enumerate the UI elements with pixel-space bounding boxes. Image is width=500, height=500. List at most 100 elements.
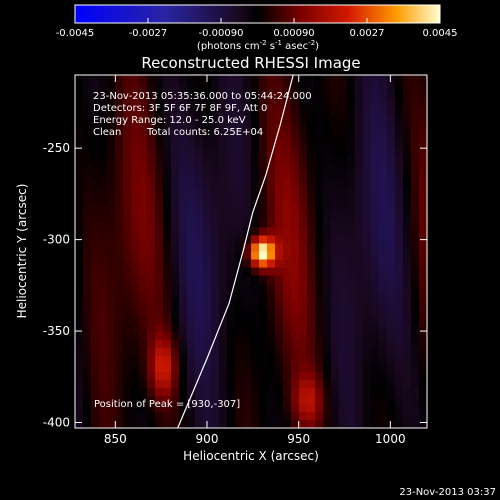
heatmap-cell bbox=[171, 275, 180, 285]
heatmap-cell bbox=[155, 411, 164, 421]
heatmap-cell bbox=[219, 147, 228, 156]
heatmap-cell bbox=[155, 91, 164, 100]
heatmap-cell bbox=[307, 179, 316, 188]
heatmap-cell bbox=[347, 395, 356, 405]
heatmap-cell bbox=[195, 403, 204, 413]
heatmap-cell bbox=[339, 323, 348, 333]
heatmap-cell bbox=[283, 307, 292, 317]
heatmap-cell bbox=[83, 403, 92, 413]
heatmap-cell bbox=[339, 355, 348, 365]
heatmap-cell bbox=[251, 163, 260, 172]
heatmap-cell bbox=[299, 227, 308, 237]
heatmap-cell bbox=[299, 347, 308, 357]
y-tick-label: -350 bbox=[43, 324, 70, 338]
heatmap-cell bbox=[219, 219, 228, 229]
heatmap-cell bbox=[219, 363, 228, 373]
heatmap-cell bbox=[347, 139, 356, 148]
heatmap-cell bbox=[259, 115, 268, 124]
heatmap-cell bbox=[275, 219, 284, 229]
heatmap-cell bbox=[339, 283, 348, 293]
heatmap-cell bbox=[323, 155, 332, 164]
heatmap-cell bbox=[115, 203, 124, 212]
heatmap-cell bbox=[387, 203, 396, 212]
heatmap-cell bbox=[291, 251, 300, 261]
heatmap-cell bbox=[107, 171, 116, 180]
heatmap-cell bbox=[299, 259, 308, 269]
heatmap-cell bbox=[171, 355, 180, 365]
heatmap-cell bbox=[211, 339, 220, 349]
heatmap-cell bbox=[123, 419, 132, 428]
heatmap-cell bbox=[355, 131, 364, 140]
heatmap-cell bbox=[195, 259, 204, 269]
heatmap-cell bbox=[323, 171, 332, 180]
heatmap-cell bbox=[419, 347, 427, 357]
heatmap-cell bbox=[211, 187, 220, 196]
heatmap-cell bbox=[387, 227, 396, 237]
heatmap-cell bbox=[211, 275, 220, 285]
heatmap-cell bbox=[331, 83, 340, 92]
heatmap-cell bbox=[299, 195, 308, 204]
heatmap-cell bbox=[171, 371, 180, 381]
heatmap-cell bbox=[323, 227, 332, 237]
heatmap-cell bbox=[267, 371, 276, 381]
heatmap-cell bbox=[187, 83, 196, 92]
heatmap-cell bbox=[75, 315, 84, 325]
heatmap-cell bbox=[275, 347, 284, 357]
heatmap-cell bbox=[75, 355, 84, 365]
heatmap-cell bbox=[171, 139, 180, 148]
heatmap-cell bbox=[131, 371, 140, 381]
heatmap-cell bbox=[99, 299, 108, 309]
heatmap-cell bbox=[115, 187, 124, 196]
heatmap-cell bbox=[379, 227, 388, 237]
heatmap-cell bbox=[91, 267, 100, 277]
heatmap-cell bbox=[235, 411, 244, 421]
heatmap-cell bbox=[123, 347, 132, 357]
x-tick-label: 1000 bbox=[375, 432, 406, 446]
heatmap-cell bbox=[195, 235, 204, 245]
heatmap-cell bbox=[147, 195, 156, 204]
heatmap-cell bbox=[131, 163, 140, 172]
heatmap-cell bbox=[195, 163, 204, 172]
heatmap-cell bbox=[83, 411, 92, 421]
heatmap-cell bbox=[347, 91, 356, 100]
heatmap-cell bbox=[371, 139, 380, 148]
heatmap-cell bbox=[267, 91, 276, 100]
chart-title: Reconstructed RHESSI Image bbox=[141, 54, 360, 72]
heatmap-cell bbox=[187, 75, 196, 84]
heatmap-cell bbox=[171, 155, 180, 164]
heatmap-cell bbox=[371, 355, 380, 365]
heatmap-cell bbox=[419, 115, 427, 124]
heatmap-cell bbox=[99, 91, 108, 100]
heatmap-cell bbox=[147, 75, 156, 84]
heatmap-cell bbox=[371, 123, 380, 132]
heatmap-cell bbox=[227, 267, 236, 277]
heatmap-cell bbox=[227, 251, 236, 261]
heatmap-cell bbox=[315, 347, 324, 357]
heatmap-cell bbox=[91, 83, 100, 92]
heatmap-cell bbox=[211, 211, 220, 221]
heatmap-cell bbox=[219, 99, 228, 108]
heatmap-cell bbox=[347, 267, 356, 277]
heatmap-cell bbox=[235, 91, 244, 100]
heatmap-cell bbox=[307, 227, 316, 237]
heatmap-cell bbox=[267, 147, 276, 156]
heatmap-cell bbox=[219, 243, 228, 253]
heatmap-cell bbox=[195, 123, 204, 132]
heatmap-cell bbox=[235, 371, 244, 381]
footer-timestamp: 23-Nov-2013 03:37 bbox=[399, 487, 496, 498]
heatmap-cell bbox=[195, 179, 204, 188]
heatmap-cell bbox=[139, 187, 148, 196]
heatmap-cell bbox=[203, 219, 212, 229]
heatmap-cell bbox=[307, 259, 316, 269]
heatmap-cell bbox=[299, 251, 308, 261]
heatmap-cell bbox=[419, 371, 427, 381]
heatmap-cell bbox=[131, 331, 140, 341]
heatmap-cell bbox=[307, 283, 316, 293]
heatmap-cell bbox=[147, 235, 156, 245]
heatmap-cell bbox=[419, 203, 427, 212]
heatmap-cell bbox=[331, 339, 340, 349]
heatmap-cell bbox=[307, 411, 316, 421]
heatmap-cell bbox=[155, 299, 164, 309]
heatmap-cell bbox=[251, 131, 260, 140]
heatmap-cell bbox=[251, 299, 260, 309]
